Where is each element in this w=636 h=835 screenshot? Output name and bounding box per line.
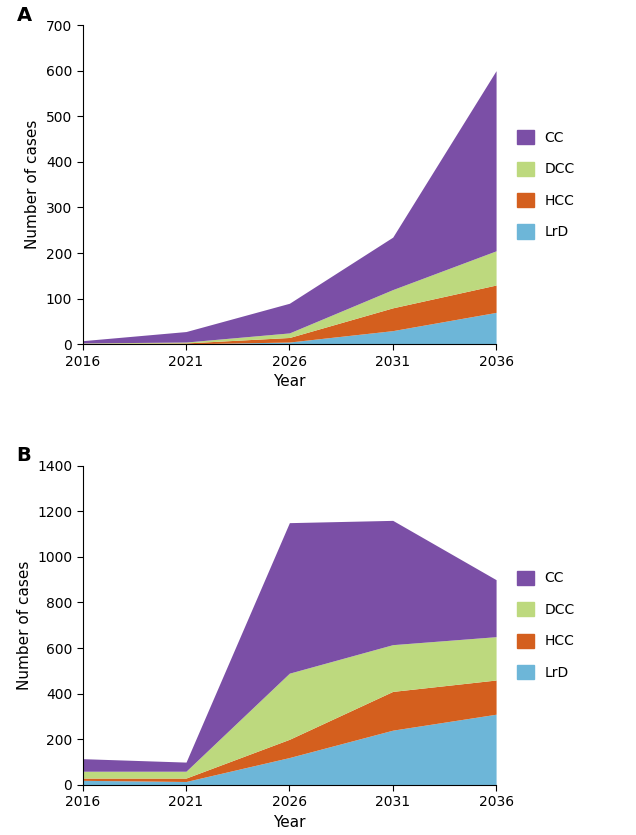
Legend: CC, DCC, HCC, LrD: CC, DCC, HCC, LrD [511, 565, 581, 686]
X-axis label: Year: Year [273, 815, 306, 830]
Y-axis label: Number of cases: Number of cases [17, 560, 32, 690]
X-axis label: Year: Year [273, 374, 306, 389]
Legend: CC, DCC, HCC, LrD: CC, DCC, HCC, LrD [511, 124, 581, 245]
Y-axis label: Number of cases: Number of cases [25, 120, 40, 250]
Text: B: B [17, 447, 31, 465]
Text: A: A [17, 6, 32, 25]
